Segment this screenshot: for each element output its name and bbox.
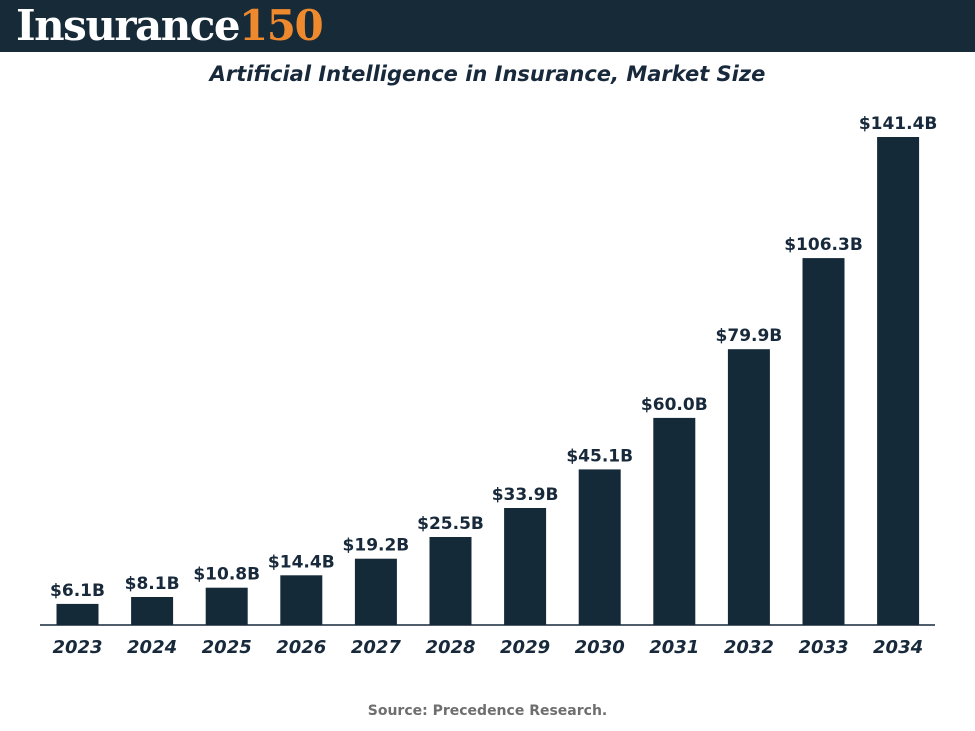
x-tick-label-2028: 2028 bbox=[425, 637, 475, 658]
data-label-2029: $33.9B bbox=[492, 485, 559, 505]
x-tick-label-2027: 2027 bbox=[351, 637, 402, 658]
logo-number: 150 bbox=[239, 1, 324, 50]
data-label-2027: $19.2B bbox=[343, 536, 410, 556]
data-label-2033: $106.3B bbox=[784, 235, 863, 255]
bar-2030 bbox=[578, 469, 621, 625]
bar-2032 bbox=[727, 349, 770, 625]
bar-2027 bbox=[354, 558, 397, 625]
x-tick-label-2030: 2030 bbox=[575, 637, 625, 658]
x-tick-label-2034: 2034 bbox=[873, 637, 923, 658]
bar-2031 bbox=[653, 417, 696, 625]
data-label-2024: $8.1B bbox=[125, 574, 180, 594]
bar-2029 bbox=[504, 508, 547, 625]
x-tick-label-2025: 2025 bbox=[202, 637, 252, 658]
data-label-2028: $25.5B bbox=[417, 514, 484, 534]
data-label-2030: $45.1B bbox=[566, 446, 633, 466]
data-label-2023: $6.1B bbox=[50, 581, 105, 601]
data-label-2031: $60.0B bbox=[641, 395, 708, 415]
x-tick-label-2023: 2023 bbox=[52, 637, 102, 658]
x-tick-label-2029: 2029 bbox=[500, 637, 550, 658]
source-note: Source: Precedence Research. bbox=[367, 703, 608, 719]
insurance150-logo[interactable]: Insurance150 bbox=[16, 1, 324, 51]
bar-2034 bbox=[877, 137, 920, 625]
logo-word: Insurance bbox=[16, 1, 241, 50]
x-tick-label-2031: 2031 bbox=[649, 637, 699, 658]
data-label-2026: $14.4B bbox=[268, 552, 335, 572]
data-label-2034: $141.4B bbox=[859, 114, 938, 134]
x-tick-label-2033: 2033 bbox=[798, 637, 848, 658]
bar-2025 bbox=[205, 587, 248, 625]
x-tick-label-2032: 2032 bbox=[724, 637, 774, 658]
bar-2023 bbox=[56, 603, 99, 625]
header-bar: Insurance150 bbox=[0, 0, 975, 52]
data-label-2032: $79.9B bbox=[716, 326, 783, 346]
bar-2028 bbox=[429, 537, 472, 625]
bar-2026 bbox=[280, 575, 323, 625]
bar-2033 bbox=[802, 258, 845, 625]
x-tick-label-2026: 2026 bbox=[276, 637, 326, 658]
chart-title: Artificial Intelligence in Insurance, Ma… bbox=[209, 62, 766, 86]
x-tick-label-2024: 2024 bbox=[127, 637, 177, 658]
data-label-2025: $10.8B bbox=[193, 565, 260, 585]
bar-2024 bbox=[131, 597, 174, 625]
